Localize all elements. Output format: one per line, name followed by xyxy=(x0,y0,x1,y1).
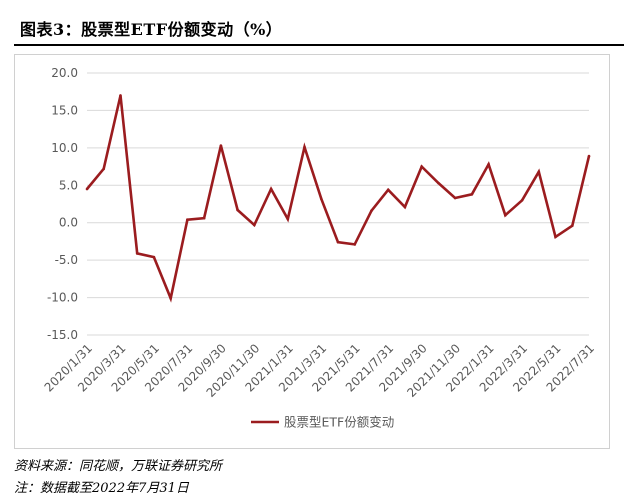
data-point xyxy=(353,243,357,246)
chart-container: 20.0 15.0 10.0 5.0 0.0 -5.0 -10.0 -15.0 2020/1/3… xyxy=(14,54,610,449)
data-point xyxy=(286,217,290,221)
data-point xyxy=(253,223,256,227)
data-note: 注：数据截至2022年7月31日 xyxy=(14,481,189,496)
data-point xyxy=(219,144,223,147)
y-tick-label: -15.0 xyxy=(47,328,78,342)
data-point xyxy=(453,196,457,200)
data-point xyxy=(470,192,474,196)
data-point xyxy=(386,188,390,192)
legend-label: 股票型ETF份额变动 xyxy=(284,415,394,430)
data-point xyxy=(520,198,524,202)
data-point xyxy=(102,167,106,171)
data-point xyxy=(420,165,423,168)
source-note: 资料来源：同花顺，万联证券研究所 xyxy=(14,459,223,474)
data-point xyxy=(487,163,490,166)
y-tick-label: 20.0 xyxy=(51,66,78,80)
y-tick-label: 10.0 xyxy=(51,141,78,155)
data-point xyxy=(269,187,273,191)
data-point xyxy=(202,216,206,220)
series-line xyxy=(85,95,591,303)
data-point xyxy=(554,235,557,239)
data-point xyxy=(403,205,407,209)
line-chart: 20.015.010.05.00.0-5.0-10.0-15.02020/1/3… xyxy=(42,66,597,430)
data-point xyxy=(119,94,122,97)
y-tick-label: 0.0 xyxy=(59,216,78,230)
figure-header: 图表3：股票型ETF份额变动（%） xyxy=(14,0,624,46)
y-tick-label: 15.0 xyxy=(51,103,78,117)
data-point xyxy=(319,197,323,201)
y-tick-label: -10.0 xyxy=(47,291,78,305)
data-point xyxy=(303,145,306,149)
y-tick-label: -5.0 xyxy=(55,253,78,267)
data-point xyxy=(152,255,156,259)
data-point xyxy=(135,252,139,255)
figure-title: 图表3：股票型ETF份额变动（%） xyxy=(20,20,283,39)
data-point xyxy=(537,170,541,174)
data-point xyxy=(336,240,340,244)
y-tick-label: 5.0 xyxy=(59,178,78,192)
data-point xyxy=(186,218,189,222)
data-point xyxy=(587,154,591,158)
data-point xyxy=(169,297,172,300)
data-point xyxy=(236,208,239,212)
figure-footer: 资料来源：同花顺，万联证券研究所 注：数据截至2022年7月31日 xyxy=(14,456,624,500)
data-point xyxy=(370,209,373,213)
data-point xyxy=(85,187,89,191)
data-point xyxy=(570,224,574,228)
data-point xyxy=(504,213,507,217)
data-point xyxy=(437,181,440,185)
